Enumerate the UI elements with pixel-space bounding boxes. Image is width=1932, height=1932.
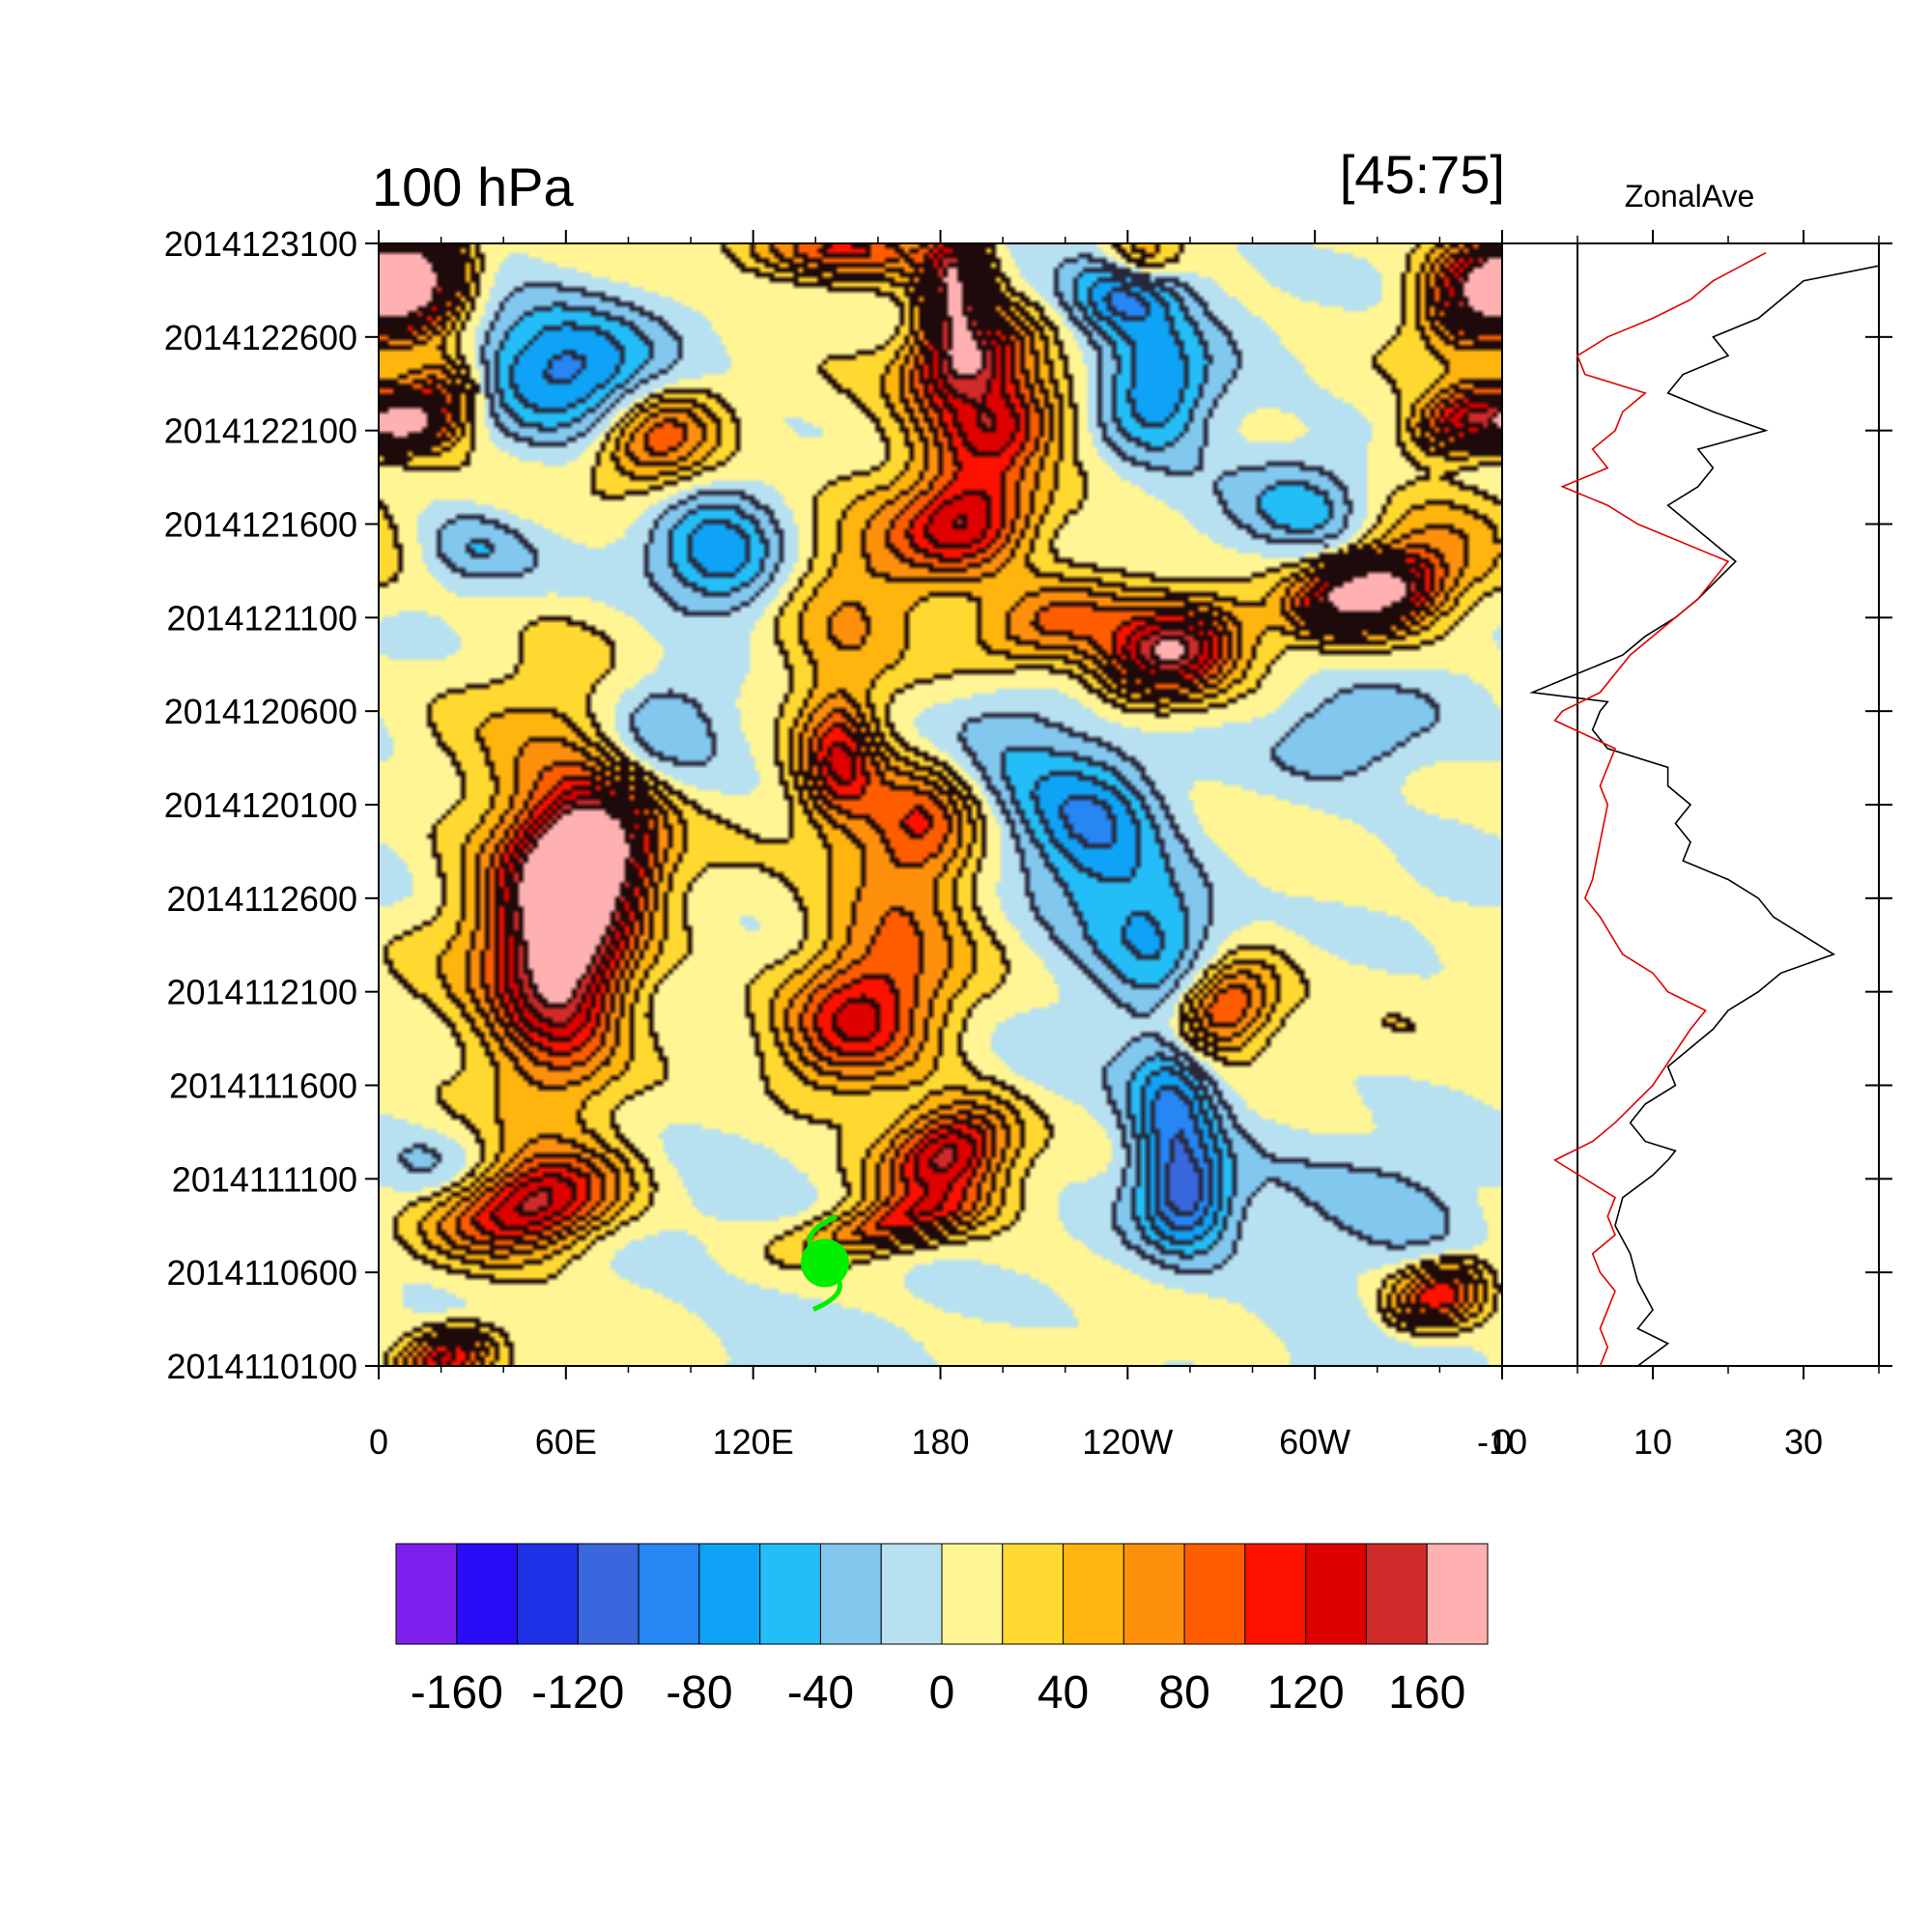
- colorbar-swatch: [698, 1543, 761, 1645]
- y-tick-label: 2014123100: [164, 224, 357, 264]
- colorbar-label: -120: [531, 1667, 624, 1719]
- colorbar-swatch: [1122, 1543, 1185, 1645]
- colorbar-swatch: [1183, 1543, 1246, 1645]
- x-tick-label: 0: [369, 1422, 388, 1462]
- colorbar-swatch: [1244, 1543, 1307, 1645]
- y-tick-label: 2014112100: [166, 973, 357, 1012]
- colorbar-swatch: [638, 1543, 700, 1645]
- typhoon-marker-core: [800, 1238, 849, 1288]
- main-panel-ticks: 0 60E 120E 180 120W 60W 0 2014110100 2014110600 2…: [164, 224, 1512, 1462]
- y-tick-label: 2014122100: [164, 412, 357, 451]
- colorbar-swatch: [759, 1543, 821, 1645]
- zonal-panel-title: ZonalAve: [1625, 179, 1755, 213]
- x-tick-label: 120W: [1082, 1422, 1173, 1462]
- y-tick-label: 2014111100: [172, 1159, 357, 1199]
- colorbar-swatch: [1063, 1543, 1124, 1645]
- typhoon-marker: [800, 1214, 849, 1312]
- zonal-x-tick-label: 10: [1634, 1422, 1672, 1462]
- typhoon-marker-arm-bottom: [811, 1270, 842, 1312]
- y-tick-label: 2014120100: [164, 785, 357, 825]
- y-tick-label: 2014110100: [166, 1347, 357, 1386]
- colorbar: -160 -120 -80 -40 0 40 80 120 160: [395, 1543, 1489, 1719]
- typhoon-marker-arm-top: [807, 1214, 838, 1256]
- x-tick-label: 180: [911, 1422, 969, 1462]
- colorbar-label: 120: [1267, 1667, 1345, 1719]
- heatmap-field: [379, 243, 1502, 1366]
- zonal-series-1: [1552, 251, 1767, 1366]
- colorbar-label: -160: [411, 1667, 503, 1719]
- zonal-x-tick-label: 30: [1784, 1422, 1823, 1462]
- colorbar-label: -40: [787, 1667, 854, 1719]
- x-tick-label: 0: [1492, 1422, 1512, 1462]
- x-tick-label: 120E: [713, 1422, 794, 1462]
- y-tick-label: 2014120600: [164, 692, 357, 731]
- colorbar-swatch: [1365, 1543, 1428, 1645]
- colorbar-swatch: [1426, 1543, 1489, 1645]
- y-tick-label: 2014121100: [166, 598, 357, 638]
- heatmap-plot-area: [379, 243, 1502, 1366]
- colorbar-swatch: [941, 1543, 1004, 1645]
- colorbar-swatch: [517, 1543, 579, 1645]
- colorbar-label: -80: [666, 1667, 732, 1719]
- colorbar-label: 0: [929, 1667, 955, 1719]
- zonal-series-0: [1529, 265, 1879, 1366]
- colorbar-swatch: [1002, 1543, 1065, 1645]
- x-tick-label: 60E: [535, 1422, 597, 1462]
- colorbar-label: 40: [1037, 1667, 1089, 1719]
- zonal-x-tick-label: -10: [1477, 1422, 1527, 1462]
- colorbar-label: 160: [1388, 1667, 1465, 1719]
- zonal-panel-ticks: -10 10 30: [1477, 230, 1892, 1462]
- y-tick-label: 2014122600: [164, 318, 357, 357]
- title-left: 100 hPa: [372, 156, 574, 217]
- title-right: [45:75]: [1340, 144, 1505, 205]
- colorbar-swatch: [577, 1543, 639, 1645]
- zonal-average-lines: [1529, 243, 1879, 1366]
- y-tick-label: 2014121600: [164, 505, 357, 545]
- colorbar-swatch: [880, 1543, 943, 1645]
- colorbar-swatch: [819, 1543, 882, 1645]
- colorbar-label: 80: [1158, 1667, 1209, 1719]
- y-tick-label: 2014110600: [166, 1253, 357, 1293]
- y-tick-label: 2014111600: [169, 1066, 357, 1106]
- colorbar-swatch: [1305, 1543, 1367, 1645]
- x-tick-label: 60W: [1279, 1422, 1350, 1462]
- colorbar-swatch: [456, 1543, 519, 1645]
- colorbar-swatch: [395, 1543, 458, 1645]
- y-tick-label: 2014112600: [166, 879, 357, 919]
